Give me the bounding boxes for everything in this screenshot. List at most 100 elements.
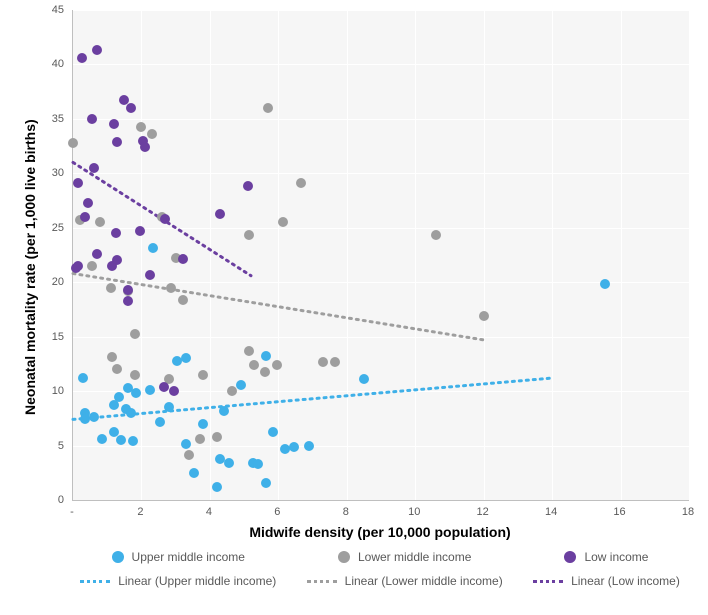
data-point-lower_middle_income xyxy=(296,178,306,188)
data-point-upper_middle_income xyxy=(155,417,165,427)
legend-label: Lower middle income xyxy=(358,550,471,564)
legend-label: Linear (Low income) xyxy=(571,574,680,588)
data-point-lower_middle_income xyxy=(178,295,188,305)
data-point-lower_middle_income xyxy=(130,329,140,339)
data-point-lower_middle_income xyxy=(244,346,254,356)
data-point-low_income xyxy=(215,209,225,219)
data-point-lower_middle_income xyxy=(260,367,270,377)
data-point-upper_middle_income xyxy=(219,406,229,416)
legend-label: Linear (Upper middle income) xyxy=(118,574,276,588)
x-tick-label: 6 xyxy=(274,506,280,518)
data-point-low_income xyxy=(159,382,169,392)
x-tick-label: 8 xyxy=(343,506,349,518)
data-point-low_income xyxy=(73,178,83,188)
y-axis-title: Neonatal mortality rate (per 1,000 live … xyxy=(22,119,38,415)
data-point-low_income xyxy=(123,296,133,306)
data-point-upper_middle_income xyxy=(304,441,314,451)
y-tick-label: 5 xyxy=(36,440,64,452)
data-point-upper_middle_income xyxy=(236,380,246,390)
data-point-lower_middle_income xyxy=(195,434,205,444)
y-tick-label: 20 xyxy=(36,276,64,288)
legend-line-icon xyxy=(80,580,110,583)
data-point-lower_middle_income xyxy=(68,138,78,148)
gridline-v xyxy=(278,10,279,500)
data-point-lower_middle_income xyxy=(107,352,117,362)
data-point-low_income xyxy=(126,103,136,113)
scatter-chart: Neonatal mortality rate (per 1,000 live … xyxy=(0,0,708,615)
data-point-upper_middle_income xyxy=(148,243,158,253)
gridline-h xyxy=(73,446,689,447)
data-point-upper_middle_income xyxy=(78,373,88,383)
data-point-upper_middle_income xyxy=(198,419,208,429)
data-point-upper_middle_income xyxy=(359,374,369,384)
data-point-upper_middle_income xyxy=(253,459,263,469)
gridline-h xyxy=(73,228,689,229)
data-point-lower_middle_income xyxy=(136,122,146,132)
x-tick-label: 18 xyxy=(682,506,694,518)
legend-label: Linear (Lower middle income) xyxy=(345,574,503,588)
data-point-low_income xyxy=(123,285,133,295)
data-point-upper_middle_income xyxy=(128,436,138,446)
y-tick-label: 10 xyxy=(36,385,64,397)
legend-line-icon xyxy=(307,580,337,583)
data-point-lower_middle_income xyxy=(184,450,194,460)
legend-item-upper_middle_income-trend: Linear (Upper middle income) xyxy=(80,574,276,588)
gridline-h xyxy=(73,119,689,120)
gridline-v xyxy=(210,10,211,500)
data-point-low_income xyxy=(83,198,93,208)
data-point-low_income xyxy=(92,249,102,259)
data-point-upper_middle_income xyxy=(131,388,141,398)
legend-item-low_income-trend: Linear (Low income) xyxy=(533,574,680,588)
y-tick-label: 15 xyxy=(36,331,64,343)
data-point-upper_middle_income xyxy=(181,353,191,363)
data-point-upper_middle_income xyxy=(261,351,271,361)
gridline-h xyxy=(73,64,689,65)
data-point-lower_middle_income xyxy=(227,386,237,396)
data-point-lower_middle_income xyxy=(166,283,176,293)
data-point-upper_middle_income xyxy=(164,402,174,412)
data-point-lower_middle_income xyxy=(263,103,273,113)
gridline-v xyxy=(621,10,622,500)
gridline-v xyxy=(689,10,690,500)
trendlines xyxy=(73,10,689,500)
legend-item-low_income: Low income xyxy=(564,550,648,564)
data-point-upper_middle_income xyxy=(181,439,191,449)
y-tick-label: 35 xyxy=(36,113,64,125)
gridline-h xyxy=(73,173,689,174)
data-point-upper_middle_income xyxy=(600,279,610,289)
legend-item-lower_middle_income-trend: Linear (Lower middle income) xyxy=(307,574,503,588)
x-tick-label: 4 xyxy=(206,506,212,518)
data-point-upper_middle_income xyxy=(224,458,234,468)
data-point-upper_middle_income xyxy=(261,478,271,488)
data-point-low_income xyxy=(92,45,102,55)
data-point-low_income xyxy=(77,53,87,63)
data-point-lower_middle_income xyxy=(106,283,116,293)
data-point-upper_middle_income xyxy=(114,392,124,402)
data-point-low_income xyxy=(178,254,188,264)
data-point-low_income xyxy=(109,119,119,129)
data-point-upper_middle_income xyxy=(109,400,119,410)
y-tick-label: 25 xyxy=(36,222,64,234)
data-point-low_income xyxy=(145,270,155,280)
gridline-h xyxy=(73,337,689,338)
data-point-upper_middle_income xyxy=(89,412,99,422)
legend-marker-icon xyxy=(338,551,350,563)
legend-label: Upper middle income xyxy=(132,550,245,564)
gridline-v xyxy=(347,10,348,500)
x-tick-label: 10 xyxy=(408,506,420,518)
x-tick-label: - xyxy=(70,506,74,518)
data-point-low_income xyxy=(243,181,253,191)
data-point-lower_middle_income xyxy=(95,217,105,227)
data-point-lower_middle_income xyxy=(198,370,208,380)
legend-marker-icon xyxy=(112,551,124,563)
x-tick-label: 14 xyxy=(545,506,557,518)
data-point-lower_middle_income xyxy=(318,357,328,367)
x-tick-label: 12 xyxy=(477,506,489,518)
data-point-low_income xyxy=(112,255,122,265)
legend-item-lower_middle_income: Lower middle income xyxy=(338,550,471,564)
gridline-v xyxy=(415,10,416,500)
x-axis-title: Midwife density (per 10,000 population) xyxy=(72,524,688,540)
data-point-upper_middle_income xyxy=(116,435,126,445)
data-point-low_income xyxy=(111,228,121,238)
legend-marker-icon xyxy=(564,551,576,563)
